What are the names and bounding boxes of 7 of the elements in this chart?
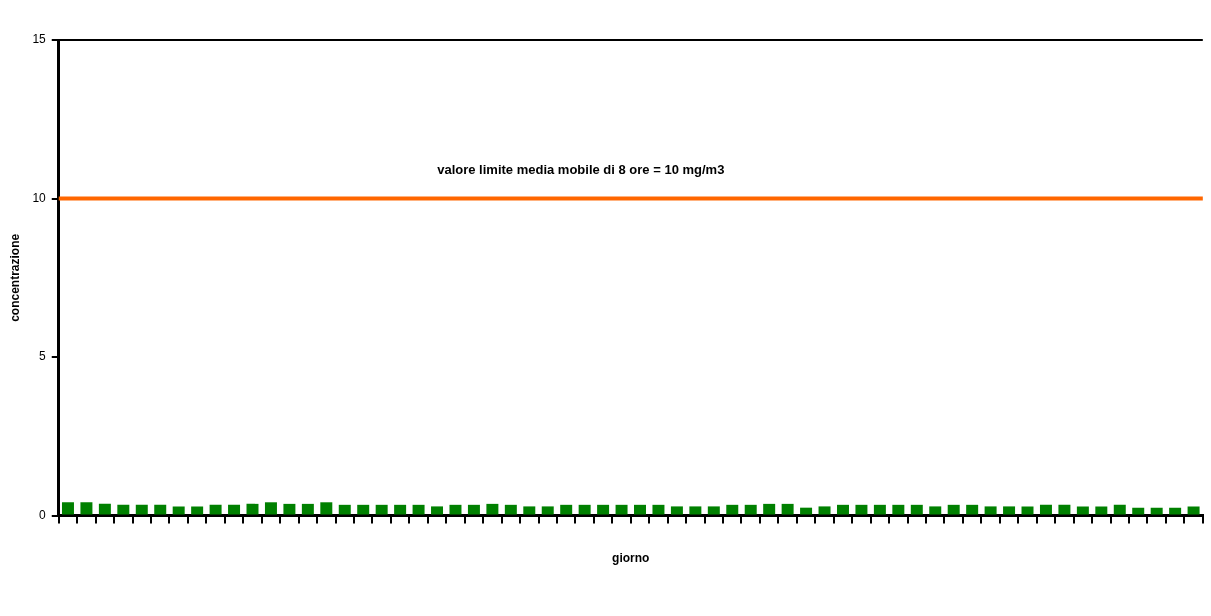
y-tick-label: 10 bbox=[32, 190, 47, 205]
y-tick-label: 5 bbox=[39, 349, 47, 364]
y-axis-title: concentrazione bbox=[7, 233, 22, 322]
x-axis-title: giorno bbox=[612, 551, 650, 566]
ref-line-label: valore limite media mobile di 8 ore = 10 mg/m3 bbox=[437, 161, 725, 177]
y-tick-label: 0 bbox=[39, 507, 47, 522]
y-tick-label: 15 bbox=[32, 32, 47, 47]
